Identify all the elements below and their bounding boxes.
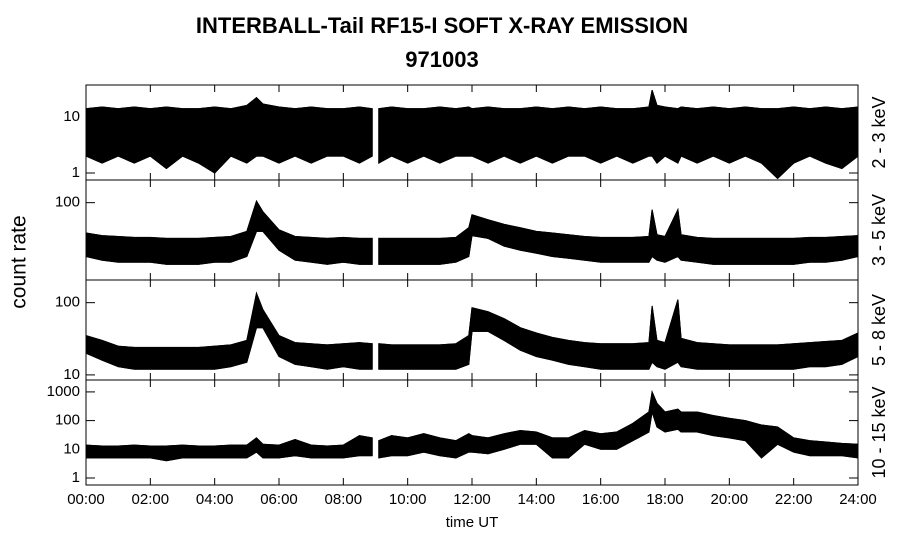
lower-envelope: [85, 155, 859, 180]
y-tick-label: 1: [72, 164, 80, 181]
x-tick-label: 06:00: [260, 491, 298, 508]
lower-envelope: [85, 327, 859, 370]
x-tick-label: 02:00: [132, 491, 170, 508]
lower-envelope: [85, 230, 859, 265]
panel-label: 2 - 3 keV: [869, 96, 889, 168]
upper-envelope: [85, 390, 859, 447]
x-tick-label: 16:00: [582, 491, 620, 508]
noise-band: [378, 299, 859, 370]
y-tick-label: 1000: [47, 383, 80, 400]
noise-band: [85, 435, 373, 462]
panel-label: 10 - 15 keV: [869, 386, 889, 478]
y-tick-label: 10: [63, 108, 80, 125]
noise-band: [85, 291, 373, 370]
chart-subtitle: 971003: [405, 47, 478, 72]
x-tick-label: 18:00: [646, 491, 684, 508]
upper-envelope: [85, 89, 859, 110]
x-tick-label: 20:00: [711, 491, 749, 508]
y-axis-label: count rate: [8, 215, 31, 308]
panel-label: 3 - 5 keV: [869, 194, 889, 266]
x-tick-label: 08:00: [325, 491, 363, 508]
y-tick-label: 100: [55, 412, 80, 429]
x-tick-label: 04:00: [196, 491, 234, 508]
noise-band: [378, 89, 859, 180]
y-tick-label: 100: [55, 294, 80, 311]
x-tick-label: 00:00: [67, 491, 105, 508]
panel-label: 5 - 8 keV: [869, 294, 889, 366]
upper-envelope: [85, 291, 859, 348]
x-axis-label: time UT: [446, 514, 499, 531]
lower-envelope: [86, 411, 859, 462]
y-tick-label: 100: [55, 194, 80, 211]
y-tick-label: 10: [63, 440, 80, 457]
chart-title: INTERBALL-Tail RF15-I SOFT X-RAY EMISSIO…: [196, 13, 688, 38]
upper-envelope: [85, 199, 859, 239]
x-tick-label: 14:00: [518, 491, 556, 508]
x-tick-label: 10:00: [389, 491, 427, 508]
y-tick-label: 1: [72, 469, 80, 486]
y-tick-label: 10: [63, 366, 80, 383]
panel-frame: [85, 379, 859, 486]
x-tick-label: 24:00: [839, 491, 877, 508]
x-tick-label: 12:00: [453, 491, 491, 508]
x-tick-label: 22:00: [775, 491, 813, 508]
noise-band: [85, 199, 373, 265]
